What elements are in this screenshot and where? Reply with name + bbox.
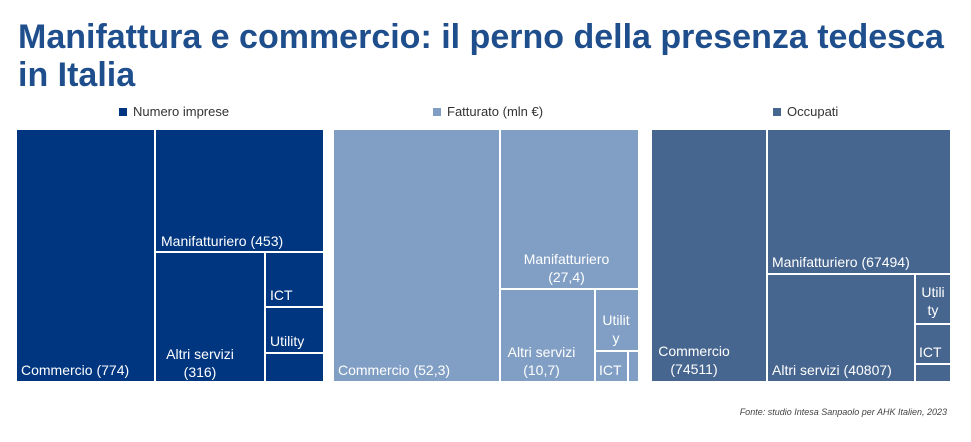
treemap-fatturato: Commercio (52,3) Manifatturiero (27,4) A…	[333, 129, 639, 382]
legend-numero-imprese: Numero imprese	[119, 104, 229, 119]
label-utility-line1: Utilit	[602, 312, 630, 328]
label-commercio-line1: Commercio	[658, 343, 730, 359]
label-commercio: Commercio (52,3)	[338, 362, 451, 378]
tile-altri-servizi	[500, 289, 595, 382]
tile-altro	[628, 351, 639, 382]
label-manifatturiero-line1: Manifatturiero	[523, 251, 610, 267]
treemap-numero-imprese: Commercio (774) Manifatturiero (453) Alt…	[16, 129, 324, 382]
treemap-occupati: Commercio (74511) Manifatturiero (67494)…	[651, 129, 951, 382]
legend-label-fatturato: Fatturato (mln €)	[447, 104, 544, 119]
tile-utility	[595, 289, 639, 351]
tile-ict	[595, 351, 628, 382]
label-ict: ICT	[919, 344, 942, 360]
label-manifatturiero: Manifatturiero (27,4)	[500, 250, 633, 286]
legend-swatch-numero	[119, 107, 127, 116]
page-title: Manifattura e commercio: il perno della …	[18, 18, 944, 94]
tile-manifatturiero	[500, 129, 639, 289]
tile-commercio	[16, 129, 155, 382]
label-commercio: Commercio (74511)	[651, 342, 737, 378]
tile-commercio	[333, 129, 500, 382]
label-altri-servizi-line1: Altri servizi	[166, 346, 234, 362]
label-manifatturiero: Manifatturiero (67494)	[772, 254, 910, 270]
tile-ict	[915, 324, 951, 364]
legend-swatch-occupati	[773, 107, 781, 116]
label-altri-servizi-line2: (316)	[183, 364, 217, 380]
label-utility-line1: Utili	[921, 284, 945, 300]
source-note: Fonte: studio Intesa Sanpaolo per AHK It…	[739, 407, 947, 417]
tile-manifatturiero	[155, 129, 324, 252]
tile-manifatturiero	[767, 129, 951, 274]
label-manifatturiero: Manifatturiero (453)	[161, 233, 284, 249]
tile-utility	[915, 274, 951, 324]
label-commercio-line2: (74511)	[670, 361, 718, 377]
label-altri-servizi: Altri servizi (40807)	[772, 362, 892, 378]
label-utility: Utility	[270, 333, 305, 349]
tile-utility	[265, 307, 324, 353]
tile-altro	[915, 364, 951, 382]
tile-altro	[265, 353, 324, 382]
legend-label-numero: Numero imprese	[133, 104, 230, 119]
label-commercio: Commercio (774)	[21, 362, 130, 378]
tile-commercio	[651, 129, 767, 382]
tile-altri-servizi	[767, 274, 915, 382]
label-utility-line2: ty	[927, 302, 939, 318]
label-utility: Utili ty	[915, 283, 951, 319]
legend-swatch-fatturato	[433, 107, 441, 116]
tile-ict	[265, 252, 324, 307]
label-ict: ICT	[599, 362, 622, 378]
label-altri-servizi-line1: Altri servizi	[507, 344, 576, 360]
legend-fatturato: Fatturato (mln €)	[433, 104, 543, 119]
label-altri-servizi: Altri servizi (316)	[158, 345, 242, 381]
legend-occupati: Occupati	[773, 104, 838, 119]
label-utility-line2: y	[612, 330, 620, 346]
label-altri-servizi: Altri servizi (10,7)	[500, 343, 583, 379]
label-altri-servizi-line2: (10,7)	[523, 362, 560, 378]
label-ict: ICT	[270, 287, 293, 303]
label-utility: Utilit y	[595, 311, 637, 347]
tile-altri-servizi	[155, 252, 265, 382]
legend-label-occupati: Occupati	[787, 104, 839, 119]
label-manifatturiero-line2: (27,4)	[548, 269, 585, 285]
